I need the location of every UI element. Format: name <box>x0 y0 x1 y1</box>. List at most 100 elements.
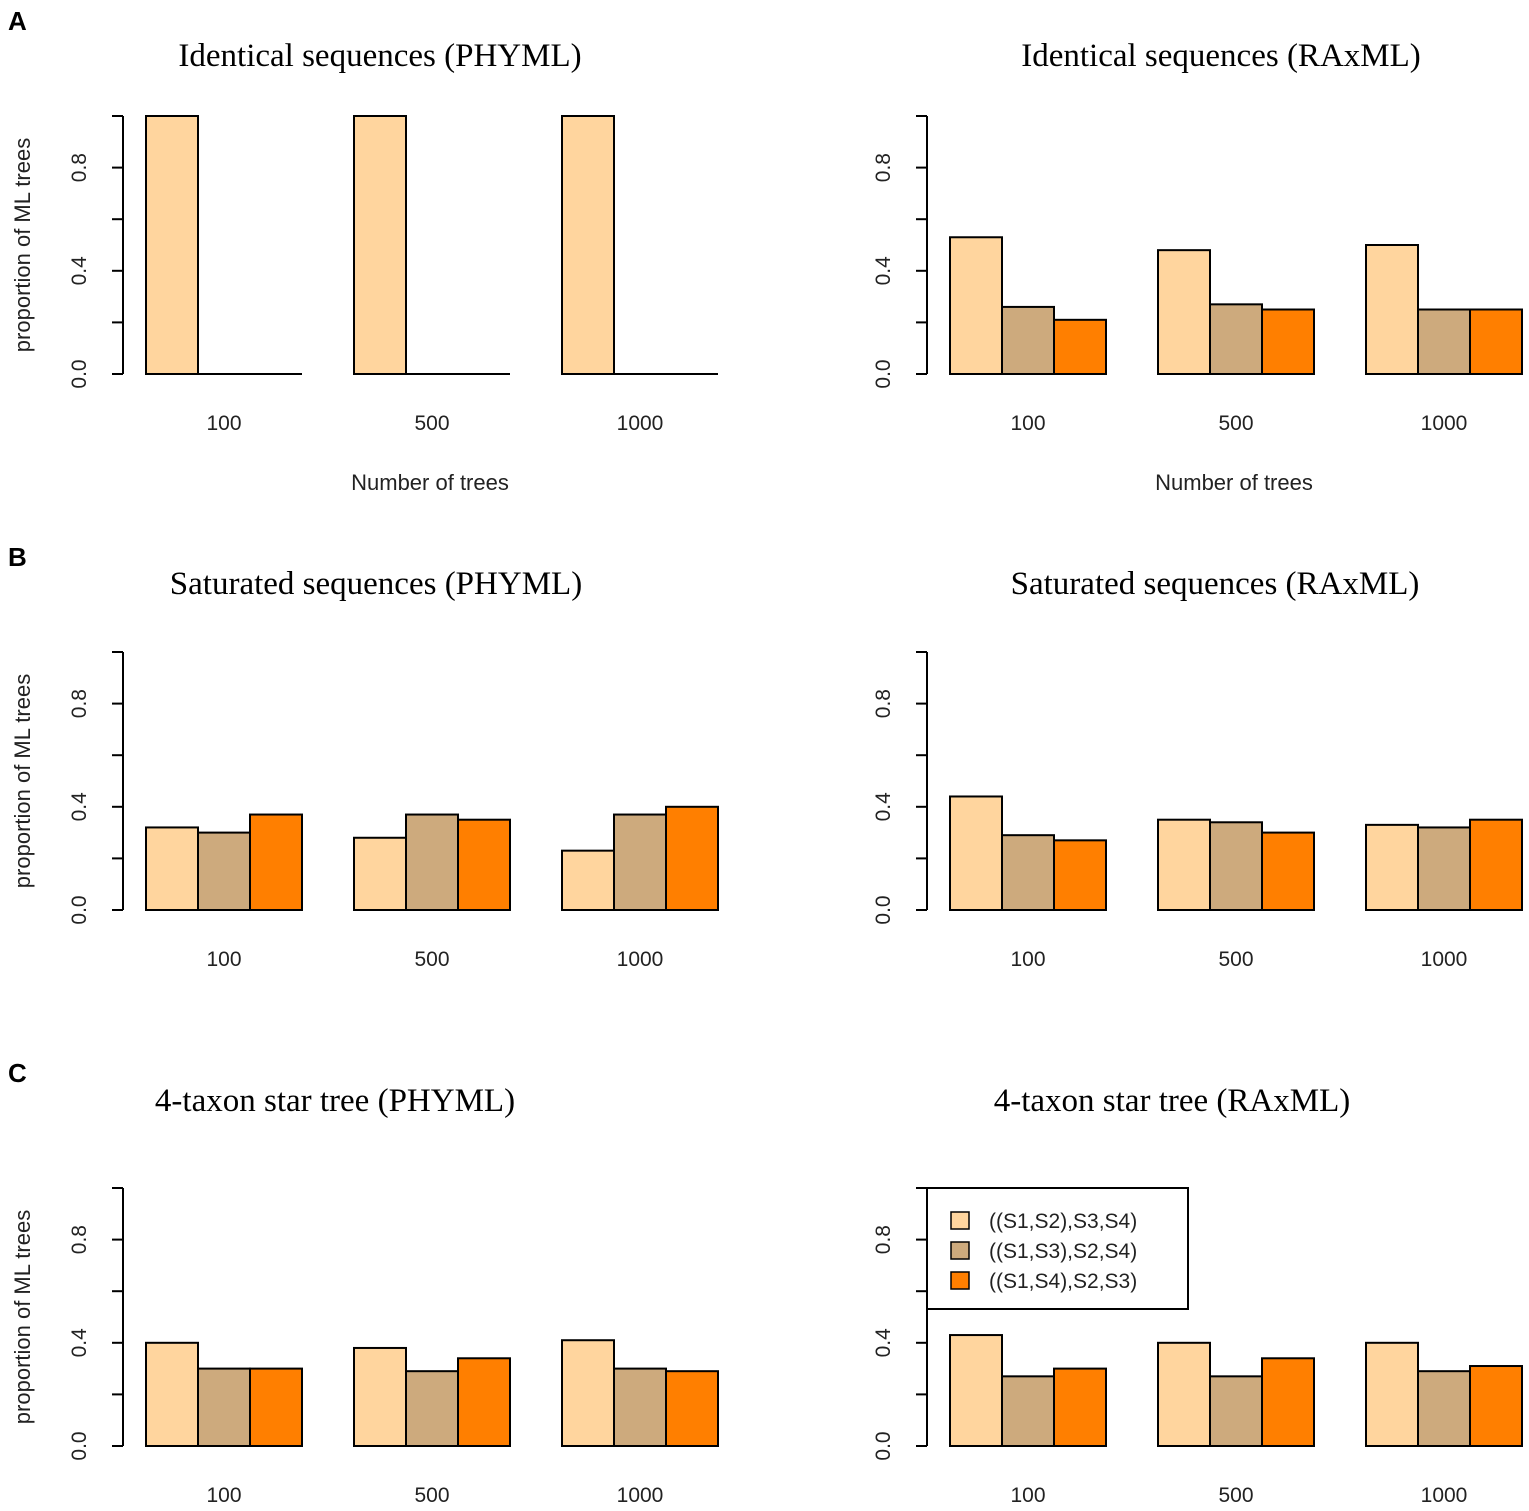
bar <box>145 115 199 375</box>
bar <box>949 1334 1003 1448</box>
x-category-label: 1000 <box>1421 1484 1468 1507</box>
bar <box>405 813 459 911</box>
bar <box>457 818 511 912</box>
bar <box>353 115 407 375</box>
y-tick-label: 0.8 <box>872 1225 895 1254</box>
chart-2: Identical sequences (RAxML) 0.0 0.4 0.8 100 5… <box>872 38 1523 495</box>
x-category-label: 500 <box>1218 948 1253 971</box>
y-tick-label: 0.8 <box>68 153 91 182</box>
panel-letter-c: C <box>8 1058 27 1088</box>
panel-letter-a: A <box>8 6 27 36</box>
legend-label: ((S1,S3),S2,S4) <box>989 1240 1137 1263</box>
x-category-label: 100 <box>1010 948 1045 971</box>
y-tick-label: 0.0 <box>68 1431 91 1460</box>
bar <box>197 1367 251 1447</box>
bar <box>1157 818 1211 912</box>
legend-label: ((S1,S2),S3,S4) <box>989 1210 1137 1233</box>
bar <box>561 1339 615 1447</box>
x-category-label: 500 <box>414 412 449 435</box>
bar <box>1469 818 1523 912</box>
bar <box>1417 1370 1471 1448</box>
chart-1: Identical sequences (PHYML) 0.0 0.4 0.8 prop… <box>10 38 718 495</box>
bar <box>353 836 407 912</box>
bar <box>561 115 615 375</box>
x-axis-title: Number of trees <box>351 470 509 495</box>
bar <box>665 805 719 911</box>
bar <box>1053 318 1107 376</box>
x-category-label: 100 <box>1010 412 1045 435</box>
chart-title: Saturated sequences (RAxML) <box>1011 566 1420 602</box>
legend: ((S1,S2),S3,S4) ((S1,S3),S2,S4) ((S1,S4),S… <box>926 1187 1189 1310</box>
y-tick-label: 0.4 <box>872 792 895 822</box>
y-tick-label: 0.0 <box>872 359 895 388</box>
bar <box>405 1370 459 1448</box>
x-axis-title: Number of trees <box>1155 470 1313 495</box>
chart-title: Identical sequences (PHYML) <box>178 38 581 74</box>
bar <box>197 831 251 911</box>
y-tick-label: 0.8 <box>68 1225 91 1254</box>
x-category-label: 100 <box>206 1484 241 1507</box>
x-category-label: 1000 <box>617 1484 664 1507</box>
bar <box>1209 821 1263 912</box>
y-tick-label: 0.4 <box>68 256 91 286</box>
bar <box>1053 1367 1107 1447</box>
bar <box>457 1357 511 1448</box>
chart-title: Saturated sequences (PHYML) <box>170 566 582 602</box>
legend-swatch <box>950 1271 970 1290</box>
x-category-label: 500 <box>1218 1484 1253 1507</box>
bar <box>249 1367 303 1447</box>
legend-box <box>926 1187 1189 1310</box>
y-tick-label: 0.8 <box>68 689 91 718</box>
bar <box>1417 308 1471 375</box>
bar <box>613 813 667 911</box>
bar <box>949 236 1003 375</box>
bar <box>1469 308 1523 375</box>
bar <box>353 1346 407 1447</box>
chart-title: Identical sequences (RAxML) <box>1021 38 1421 74</box>
bar <box>1261 1357 1315 1448</box>
chart-title: 4-taxon star tree (PHYML) <box>155 1083 515 1119</box>
x-category-label: 1000 <box>617 948 664 971</box>
bar <box>1417 826 1471 911</box>
bar <box>1209 303 1263 375</box>
panel-letter-b: B <box>8 542 27 572</box>
legend-swatch <box>950 1211 970 1230</box>
y-tick-label: 0.8 <box>872 689 895 718</box>
x-category-label: 500 <box>1218 412 1253 435</box>
y-tick-label: 0.4 <box>68 1328 91 1358</box>
bar <box>1157 1341 1211 1448</box>
y-axis-title: proportion of ML trees <box>10 674 35 888</box>
x-category-label: 100 <box>206 948 241 971</box>
bar <box>1001 1375 1055 1447</box>
chart-title: 4-taxon star tree (RAxML) <box>994 1083 1350 1119</box>
y-axis-title: proportion of ML trees <box>10 1210 35 1424</box>
bar <box>1001 834 1055 911</box>
x-category-label: 500 <box>414 948 449 971</box>
bar <box>1157 249 1211 375</box>
bar <box>1209 1375 1263 1447</box>
x-category-label: 100 <box>1010 1484 1045 1507</box>
y-tick-label: 0.4 <box>68 792 91 822</box>
y-axis-title: proportion of ML trees <box>10 138 35 352</box>
bar <box>665 1370 719 1448</box>
y-tick-label: 0.4 <box>872 1328 895 1358</box>
bar <box>613 1367 667 1447</box>
y-tick-label: 0.0 <box>872 895 895 924</box>
bar <box>1261 831 1315 911</box>
bar <box>1053 839 1107 912</box>
bar <box>561 849 615 911</box>
x-category-label: 1000 <box>1421 948 1468 971</box>
bar <box>1001 305 1055 376</box>
bar <box>1365 1341 1419 1448</box>
charts-container: Identical sequences (PHYML) 0.0 0.4 0.8 prop… <box>10 38 1523 1507</box>
bar <box>1365 823 1419 911</box>
chart-5: 4-taxon star tree (PHYML) 0.0 0.4 0.8 propor… <box>10 1083 719 1507</box>
bar <box>1469 1365 1523 1448</box>
y-tick-label: 0.0 <box>68 895 91 924</box>
bar <box>949 795 1003 911</box>
x-category-label: 100 <box>206 412 241 435</box>
x-category-label: 500 <box>414 1484 449 1507</box>
legend-swatch <box>950 1241 970 1260</box>
y-tick-label: 0.0 <box>872 1431 895 1460</box>
